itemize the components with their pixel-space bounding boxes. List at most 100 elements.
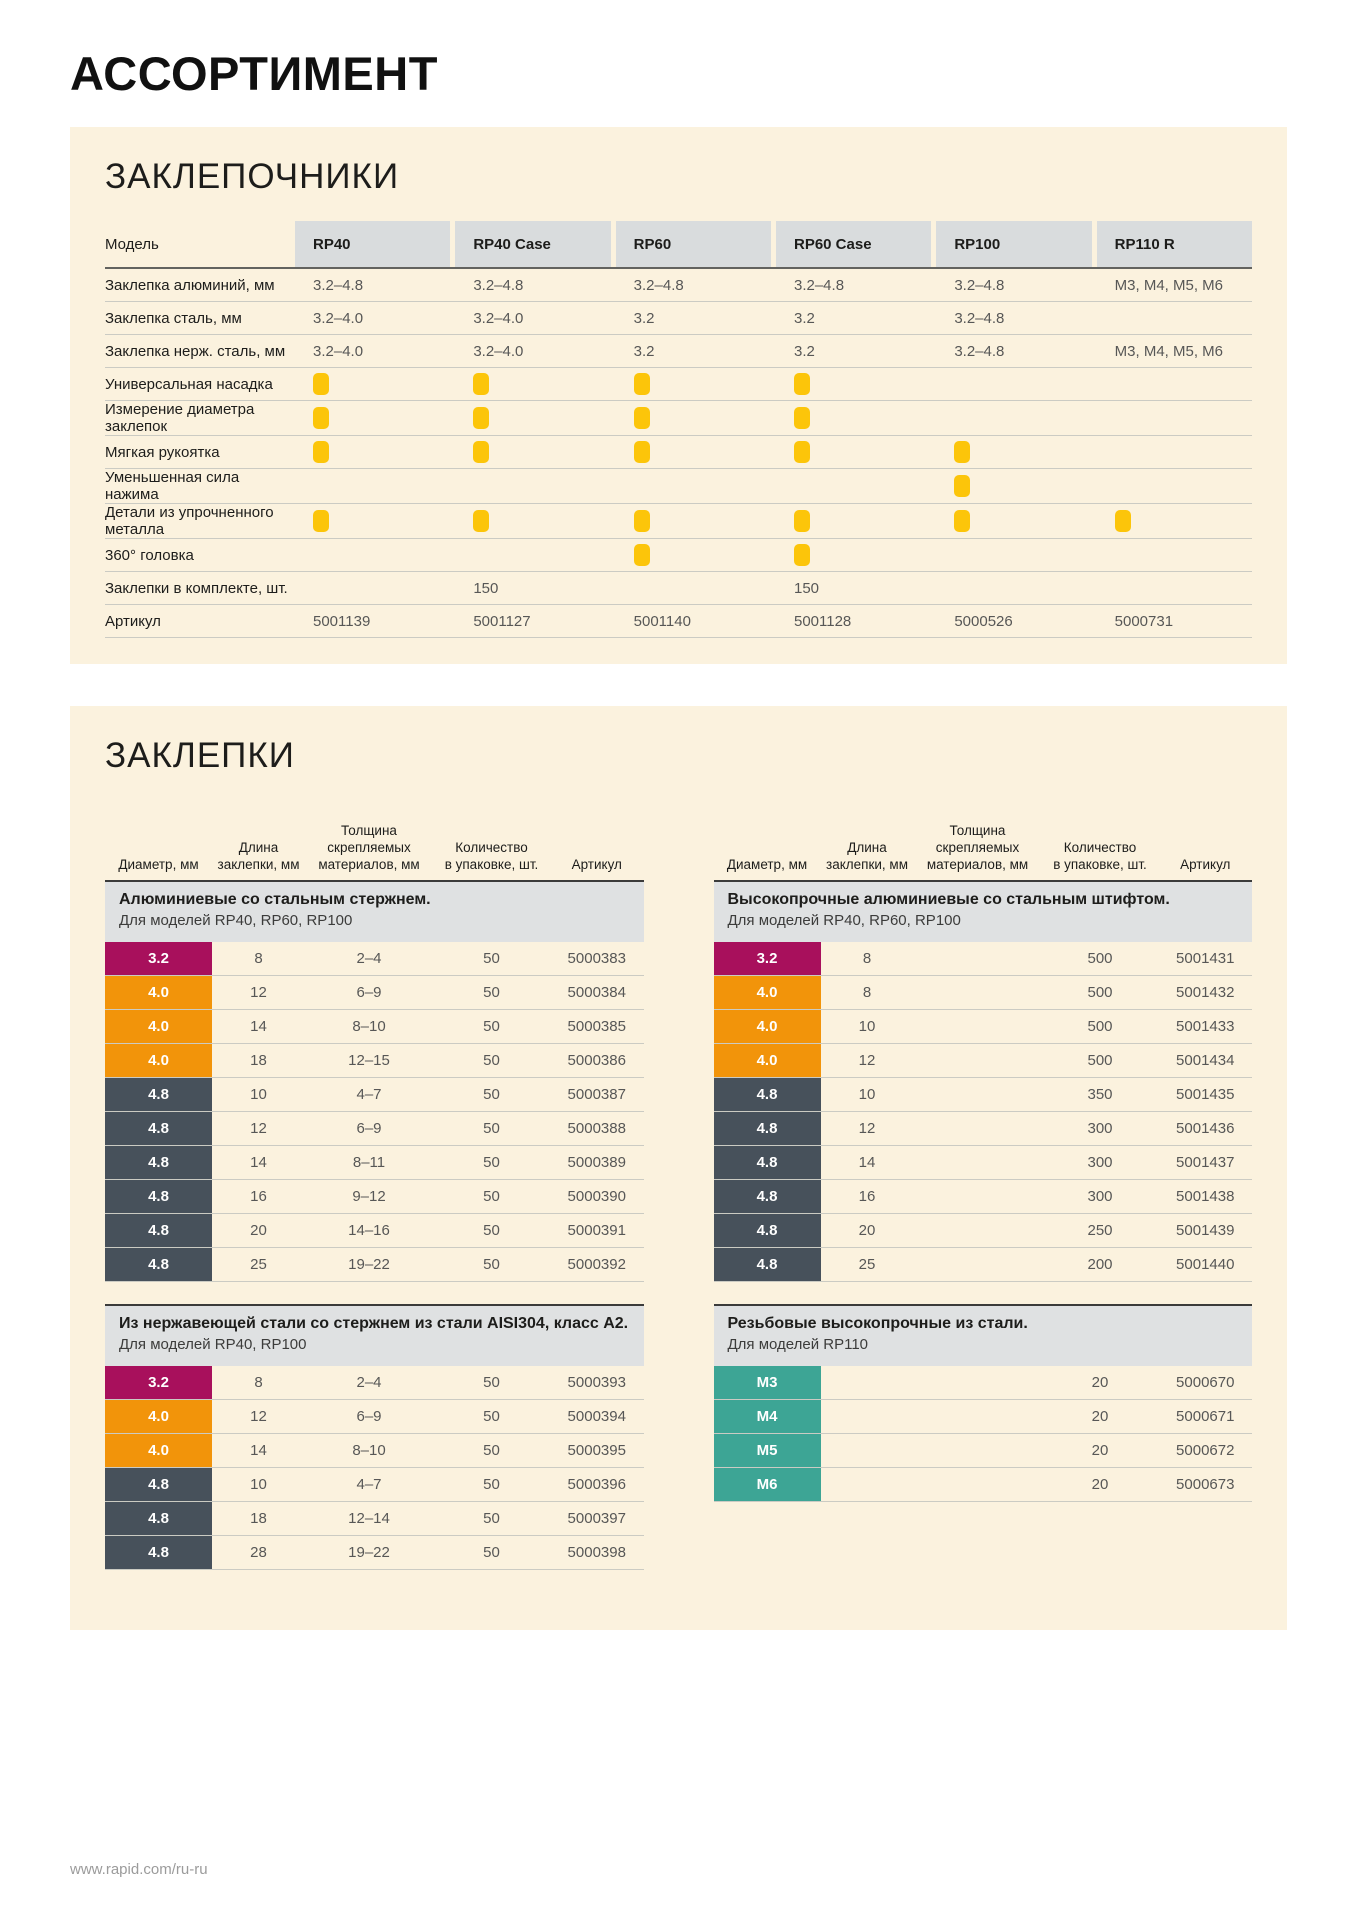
rivet-row: 4.8 28 19–22 50 5000398 xyxy=(105,1536,644,1570)
riveters-cell xyxy=(1092,436,1252,468)
diameter-cell: M6 xyxy=(713,1468,821,1501)
rivet-group-header: Высокопрочные алюминиевые со стальным шт… xyxy=(713,880,1252,942)
quantity-cell: 50 xyxy=(483,1408,500,1425)
article-cell: 5000385 xyxy=(567,1018,626,1035)
riveters-row-label: Заклепка сталь, мм xyxy=(105,309,242,327)
article-cell: 5000388 xyxy=(567,1120,626,1137)
riveters-row-label: Мягкая рукоятка xyxy=(105,443,220,461)
length-cell xyxy=(821,1400,914,1433)
length-cell: 8 xyxy=(862,984,872,1001)
thickness-cell: 12–15 xyxy=(348,1052,390,1069)
riveters-cell xyxy=(290,572,450,604)
article-cell: 5001434 xyxy=(1176,1052,1235,1069)
riveters-row-label: Заклепка нерж. сталь, мм xyxy=(105,342,286,360)
quantity-cell: 50 xyxy=(483,1510,500,1527)
riveters-cell xyxy=(290,469,450,503)
riveters-cell xyxy=(1092,572,1252,604)
feature-dot-icon xyxy=(1114,510,1131,532)
article-cell: 5000396 xyxy=(567,1476,626,1493)
diameter-cell: 4.8 xyxy=(713,1078,821,1111)
rivet-row: 4.0 10 500 5001433 xyxy=(713,1010,1252,1044)
rivet-row: 4.8 14 300 5001437 xyxy=(713,1146,1252,1180)
article-cell: 5000386 xyxy=(567,1052,626,1069)
riveters-cell xyxy=(611,539,771,571)
length-cell: 12 xyxy=(250,1408,267,1425)
catalog-page: АССОРТИМЕНТ ЗАКЛЕПОЧНИКИ Модель RP40 RP40 … xyxy=(70,47,1287,1878)
riveters-cell: 3.2 xyxy=(633,342,655,360)
feature-dot-icon xyxy=(793,510,810,532)
riveters-model-column-header: Модель xyxy=(105,235,159,253)
diameter-cell: 4.0 xyxy=(105,976,212,1009)
quantity-cell: 50 xyxy=(483,1374,500,1391)
diameter-cell: 4.0 xyxy=(105,1010,212,1043)
riveters-cell: 3.2–4.8 xyxy=(473,276,524,294)
riveters-cell xyxy=(290,436,450,468)
thickness-cell xyxy=(914,1010,1042,1043)
riveters-row-label: Заклепка алюминий, мм xyxy=(105,276,275,294)
thickness-cell: 4–7 xyxy=(356,1086,382,1103)
riveters-cell xyxy=(450,401,610,435)
article-cell: 5000394 xyxy=(567,1408,626,1425)
riveters-row: Универсальная насадка xyxy=(105,368,1252,401)
rivet-row: 4.8 10 350 5001435 xyxy=(713,1078,1252,1112)
length-cell: 12 xyxy=(858,1120,876,1137)
quantity-cell: 50 xyxy=(483,1256,500,1273)
rivet-table-aluminium-steel-core: Диаметр, мм Длина заклепки, мм Толщина скр… xyxy=(105,800,644,1282)
riveters-cell xyxy=(771,539,931,571)
feature-dot-icon xyxy=(313,373,329,395)
feature-dot-icon xyxy=(633,441,650,463)
diameter-cell: 4.0 xyxy=(105,1400,212,1433)
footer-url: www.rapid.com/ru-ru xyxy=(70,1861,208,1878)
length-cell xyxy=(821,1366,914,1399)
riveters-cell: 3.2–4.8 xyxy=(954,309,1005,327)
rivet-table-stainless-aisi304: Из нержавеющей стали со стержнем из стал… xyxy=(105,1304,644,1570)
riveters-cell xyxy=(931,436,1091,468)
riveters-cell xyxy=(931,539,1091,571)
feature-dot-icon xyxy=(954,441,971,463)
rivet-row: M6 20 5000673 xyxy=(713,1468,1252,1502)
riveters-cell: 5001140 xyxy=(633,612,691,630)
feature-dot-icon xyxy=(633,407,650,429)
length-cell: 18 xyxy=(250,1510,267,1527)
riveters-cell xyxy=(1092,401,1252,435)
thickness-cell: 9–12 xyxy=(352,1188,386,1205)
diameter-cell: 4.8 xyxy=(105,1112,212,1145)
riveters-cell: 3.2–4.8 xyxy=(954,342,1005,360)
riveters-cell xyxy=(611,469,771,503)
rivet-row: 4.8 16 9–12 50 5000390 xyxy=(105,1180,644,1214)
feature-dot-icon xyxy=(633,510,650,532)
rivet-row: 3.2 8 2–4 50 5000393 xyxy=(105,1366,644,1400)
diameter-cell: 4.8 xyxy=(105,1468,212,1501)
riveters-cell xyxy=(290,504,450,538)
length-cell: 16 xyxy=(858,1188,876,1205)
thickness-cell xyxy=(914,1180,1042,1213)
diameter-cell: 3.2 xyxy=(105,1366,212,1399)
model-header: RP60 Case xyxy=(775,221,932,267)
rivet-row: M3 20 5000670 xyxy=(713,1366,1252,1400)
rivet-column-headers: Диаметр, мм Длина заклепки, мм Толщина скр… xyxy=(105,800,644,880)
feature-dot-icon xyxy=(313,441,329,463)
diameter-cell: 4.0 xyxy=(713,1044,821,1077)
rivet-row: M4 20 5000671 xyxy=(713,1400,1252,1434)
article-cell: 5000393 xyxy=(567,1374,626,1391)
rivet-group-title: Алюминиевые со стальным стержнем. xyxy=(119,891,431,908)
riveters-cell xyxy=(450,469,610,503)
rivet-row: 4.0 18 12–15 50 5000386 xyxy=(105,1044,644,1078)
rivet-row: 4.0 14 8–10 50 5000385 xyxy=(105,1010,644,1044)
length-cell: 12 xyxy=(250,1120,267,1137)
diameter-cell: 4.8 xyxy=(105,1078,212,1111)
diameter-cell: 4.8 xyxy=(105,1536,212,1569)
riveters-cell xyxy=(1092,469,1252,503)
rivet-row: 4.0 14 8–10 50 5000395 xyxy=(105,1434,644,1468)
length-cell: 14 xyxy=(250,1154,267,1171)
riveters-cell xyxy=(771,504,931,538)
rivet-row: 4.8 25 200 5001440 xyxy=(713,1248,1252,1282)
rivet-column-header: Количество в упаковке, шт. xyxy=(1053,840,1147,873)
length-cell: 8 xyxy=(862,950,872,967)
article-cell: 5001437 xyxy=(1176,1154,1235,1171)
rivet-column-header: Толщина скрепляемых материалов, мм xyxy=(926,823,1029,873)
riveters-cell: 3.2–4.8 xyxy=(793,276,845,294)
quantity-cell: 20 xyxy=(1091,1476,1109,1493)
rivet-row: 4.0 12 6–9 50 5000384 xyxy=(105,976,644,1010)
article-cell: 5000395 xyxy=(567,1442,626,1459)
